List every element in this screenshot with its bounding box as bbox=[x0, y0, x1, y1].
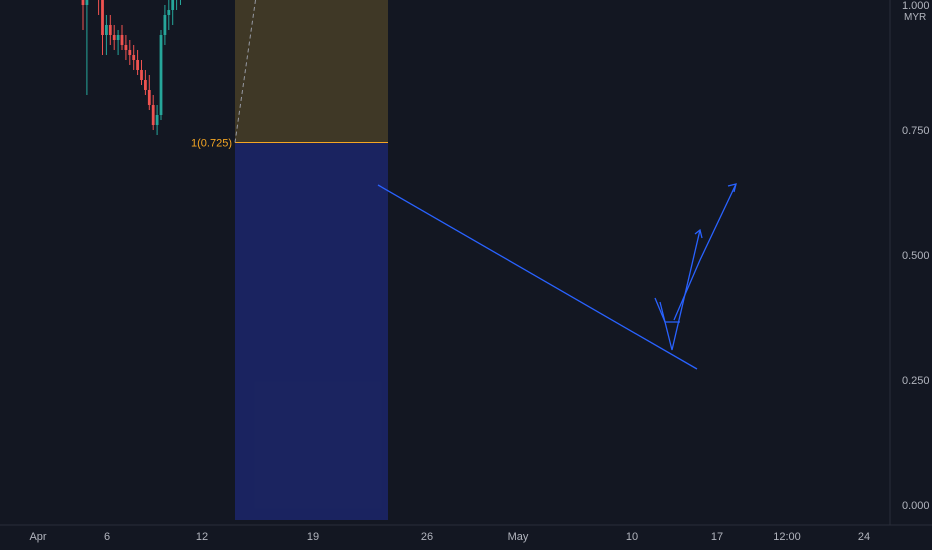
candle-body-25 bbox=[101, 0, 104, 35]
candle-body-31 bbox=[124, 45, 128, 50]
candle-body-29 bbox=[116, 35, 120, 40]
time-tick-9: 24 bbox=[858, 531, 870, 543]
candle-body-42 bbox=[167, 10, 171, 15]
candle-body-33 bbox=[132, 55, 136, 60]
time-tick-1: 6 bbox=[104, 531, 110, 543]
candle-body-38 bbox=[151, 105, 155, 125]
time-tick-0: Apr bbox=[29, 531, 46, 543]
candle-body-43 bbox=[171, 0, 175, 10]
projection-path-b bbox=[659, 229, 701, 351]
fib-zone-5 bbox=[235, 0, 388, 143]
descending-trendline bbox=[377, 184, 698, 370]
time-tick-3: 19 bbox=[307, 531, 319, 543]
time-tick-4: 26 bbox=[421, 531, 433, 543]
price-tick-0: 0.000 bbox=[902, 500, 930, 512]
candle-body-41 bbox=[163, 15, 167, 35]
candle-body-27 bbox=[108, 25, 112, 35]
price-axis[interactable]: 0.0000.2500.5000.7501.0001.2501.5001.750… bbox=[889, 0, 930, 525]
candle-body-30 bbox=[120, 35, 124, 45]
candle-body-21 bbox=[85, 0, 89, 5]
time-tick-2: 12 bbox=[196, 531, 208, 543]
price-tick-4: 1.000 bbox=[902, 0, 930, 12]
time-tick-8: 12:00 bbox=[773, 531, 801, 543]
price-tick-2: 0.500 bbox=[902, 250, 930, 262]
price-tick-1: 0.250 bbox=[902, 375, 930, 387]
candle-body-40 bbox=[159, 35, 163, 115]
candle-body-28 bbox=[112, 35, 116, 40]
candle-body-20 bbox=[81, 0, 85, 5]
candles bbox=[81, 0, 181, 135]
time-tick-5: May bbox=[508, 531, 529, 543]
projection-path-c bbox=[673, 183, 737, 321]
time-axis[interactable]: Apr 6 12 19 26 May 10 17 12:00 24 bbox=[0, 524, 932, 543]
time-tick-7: 17 bbox=[711, 531, 723, 543]
currency-label: MYR bbox=[904, 12, 926, 23]
drawings[interactable] bbox=[0, 0, 890, 370]
arrowhead-up bbox=[727, 183, 737, 193]
candle-body-39 bbox=[155, 115, 159, 125]
arrowhead-mid bbox=[694, 228, 703, 239]
candle-body-36 bbox=[144, 80, 147, 90]
candle-body-35 bbox=[140, 70, 143, 80]
fibonacci-retracement[interactable]: 0(2.850)0.236(2.350)0.382(2.040)0.5(1.79… bbox=[170, 0, 388, 520]
candle-body-34 bbox=[136, 60, 139, 70]
fib-zone-6 bbox=[235, 142, 388, 520]
candle-body-37 bbox=[147, 90, 151, 105]
fib-label-6: 1(0.725) bbox=[191, 138, 232, 150]
price-tick-3: 0.750 bbox=[902, 125, 930, 137]
candle-body-32 bbox=[128, 50, 132, 55]
candle-body-26 bbox=[105, 25, 108, 35]
time-tick-6: 10 bbox=[626, 531, 638, 543]
